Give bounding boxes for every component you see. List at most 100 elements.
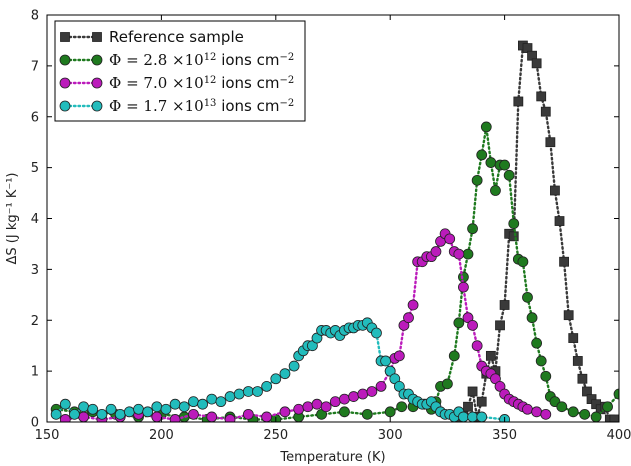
data-point bbox=[467, 411, 478, 422]
data-point bbox=[531, 337, 543, 349]
data-point bbox=[526, 312, 538, 324]
x-tick-label: 150 bbox=[35, 428, 60, 443]
data-point bbox=[563, 310, 574, 321]
legend-label: Φ = 1.7 ×1013 ions cm−2 bbox=[109, 97, 294, 115]
series-line bbox=[55, 126, 619, 421]
data-point bbox=[87, 403, 99, 415]
y-tick-label: 3 bbox=[31, 263, 39, 278]
data-point bbox=[579, 408, 591, 420]
data-point bbox=[508, 218, 520, 229]
ticks-layer: 150 200 250 300 350 400 0 1 2 3 4 5 6 7 8 bbox=[31, 9, 631, 444]
data-point bbox=[224, 414, 236, 422]
data-point bbox=[123, 406, 135, 418]
legend-marker bbox=[91, 54, 103, 66]
data-point bbox=[293, 403, 305, 415]
data-point bbox=[339, 393, 350, 405]
series-1 bbox=[50, 121, 619, 422]
legend-marker bbox=[91, 100, 103, 112]
data-point bbox=[320, 401, 332, 413]
data-point bbox=[142, 406, 154, 418]
data-point bbox=[105, 403, 117, 415]
x-tick-label: 200 bbox=[149, 428, 174, 443]
data-point bbox=[559, 256, 569, 267]
data-point bbox=[467, 223, 478, 235]
data-point bbox=[380, 355, 392, 367]
legend-marker bbox=[59, 100, 71, 112]
data-point bbox=[458, 411, 469, 422]
data-point bbox=[490, 185, 501, 196]
data-point bbox=[197, 398, 208, 410]
data-point bbox=[403, 312, 414, 324]
data-point bbox=[531, 58, 542, 69]
x-tick-label: 300 bbox=[378, 428, 403, 443]
data-point bbox=[602, 401, 613, 413]
data-point bbox=[361, 408, 373, 420]
data-point bbox=[480, 121, 492, 133]
x-axis-label: Temperature (K) bbox=[279, 450, 385, 465]
series-2 bbox=[59, 228, 552, 422]
data-point bbox=[609, 414, 619, 422]
data-point bbox=[279, 406, 291, 418]
data-point bbox=[288, 360, 300, 372]
y-tick-label: 7 bbox=[31, 59, 39, 74]
legend-entry: Φ = 2.8 ×1012 ions cm−2 bbox=[59, 51, 294, 69]
data-point bbox=[261, 380, 273, 392]
legend-label: Φ = 2.8 ×1012 ions cm−2 bbox=[109, 51, 294, 69]
data-point bbox=[567, 406, 579, 418]
legend-entry: Φ = 7.0 ×1012 ions cm−2 bbox=[59, 74, 294, 92]
y-tick-label: 4 bbox=[31, 212, 39, 227]
data-point bbox=[485, 350, 496, 361]
data-point bbox=[59, 414, 71, 422]
data-point bbox=[357, 388, 369, 400]
data-point bbox=[462, 248, 474, 260]
data-point bbox=[78, 401, 90, 413]
y-tick-label: 5 bbox=[31, 161, 39, 176]
data-point bbox=[371, 327, 382, 339]
x-tick-label: 350 bbox=[492, 428, 517, 443]
data-point bbox=[169, 414, 181, 422]
data-point bbox=[242, 386, 254, 397]
x-tick-label: 250 bbox=[263, 428, 288, 443]
data-point bbox=[556, 401, 568, 413]
data-point bbox=[540, 408, 552, 420]
legend-marker bbox=[60, 32, 70, 42]
data-point bbox=[151, 401, 163, 413]
data-point bbox=[188, 408, 199, 420]
data-point bbox=[206, 411, 218, 422]
data-point bbox=[513, 96, 524, 107]
data-point bbox=[396, 401, 408, 413]
data-point bbox=[444, 233, 456, 245]
data-point bbox=[568, 333, 579, 343]
y-axis-label: ΔS (J kg⁻¹ K⁻¹) bbox=[5, 173, 20, 265]
data-point bbox=[476, 149, 488, 161]
data-point bbox=[467, 386, 478, 397]
data-point bbox=[531, 406, 543, 418]
legend-marker bbox=[91, 77, 103, 89]
data-point bbox=[495, 320, 505, 331]
legend-entry: Reference sample bbox=[60, 28, 244, 46]
data-point bbox=[178, 401, 190, 413]
data-point bbox=[252, 386, 263, 397]
data-point bbox=[441, 378, 453, 390]
data-point bbox=[503, 169, 515, 181]
data-point bbox=[151, 411, 163, 422]
data-point bbox=[471, 174, 483, 186]
data-point bbox=[133, 403, 144, 415]
data-point bbox=[613, 388, 619, 400]
data-point bbox=[242, 408, 254, 420]
series-layer bbox=[50, 40, 619, 422]
data-point bbox=[535, 355, 547, 367]
legend-marker bbox=[92, 32, 102, 42]
data-point bbox=[114, 408, 126, 420]
data-point bbox=[540, 370, 552, 382]
x-tick-label: 400 bbox=[607, 428, 631, 443]
data-point bbox=[554, 216, 565, 226]
data-point bbox=[471, 340, 483, 352]
data-point bbox=[160, 403, 172, 415]
legend-marker bbox=[59, 77, 71, 89]
data-point bbox=[467, 319, 478, 331]
data-point bbox=[536, 91, 547, 102]
data-point bbox=[348, 391, 359, 402]
data-point bbox=[572, 356, 583, 366]
